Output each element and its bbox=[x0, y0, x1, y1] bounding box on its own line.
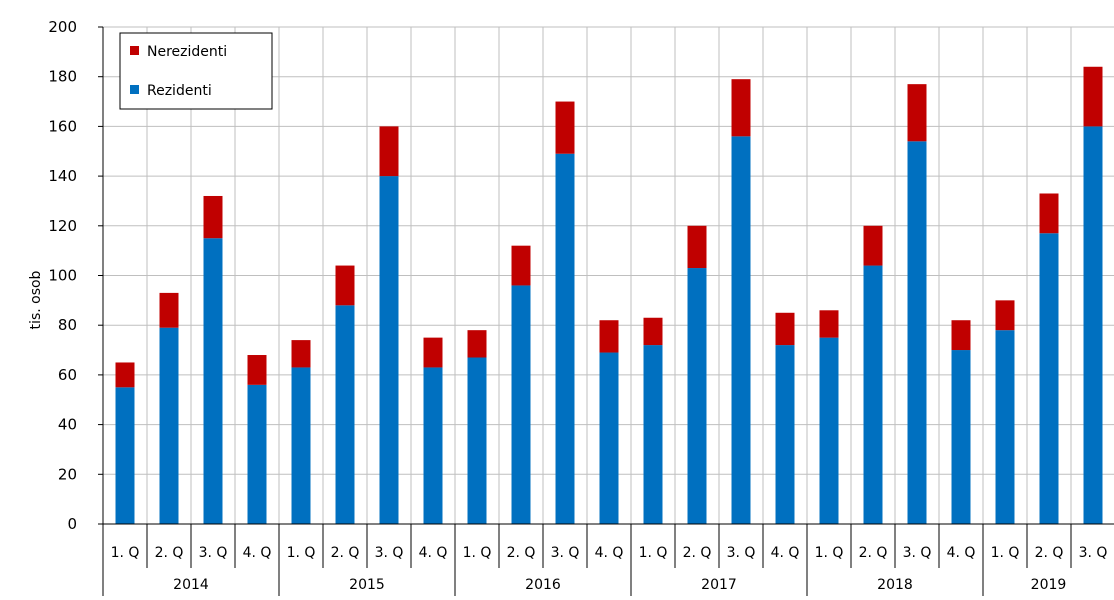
bar-nerezidenti bbox=[423, 337, 443, 368]
y-tick-label: 60 bbox=[58, 366, 77, 384]
bar-nerezidenti bbox=[555, 101, 575, 154]
bar-rezidenti bbox=[379, 176, 399, 524]
bar-nerezidenti bbox=[731, 79, 751, 137]
bar-nerezidenti bbox=[511, 245, 531, 286]
bar-rezidenti bbox=[731, 136, 751, 524]
x-tick-label-year: 2015 bbox=[349, 577, 385, 593]
legend-label-nerezidenti: Nerezidenti bbox=[147, 44, 227, 60]
x-tick-label-quarter: 1. Q bbox=[815, 545, 844, 561]
bar-rezidenti bbox=[511, 285, 531, 524]
y-tick-label: 180 bbox=[48, 68, 77, 86]
x-tick-label-quarter: 2. Q bbox=[683, 545, 712, 561]
bar-rezidenti bbox=[599, 352, 619, 524]
bar-nerezidenti bbox=[775, 312, 795, 346]
y-tick-label: 0 bbox=[67, 515, 77, 533]
legend-swatch-nerezidenti bbox=[130, 46, 139, 55]
bar-nerezidenti bbox=[247, 355, 267, 385]
x-tick-label-quarter: 3. Q bbox=[375, 545, 404, 561]
bar-nerezidenti bbox=[467, 330, 487, 358]
bar-rezidenti bbox=[995, 330, 1015, 524]
bar-nerezidenti bbox=[907, 84, 927, 142]
bar-rezidenti bbox=[555, 153, 575, 525]
bar-nerezidenti bbox=[291, 340, 311, 368]
bar-rezidenti bbox=[687, 268, 707, 524]
bar-nerezidenti bbox=[159, 292, 179, 328]
y-tick-label: 200 bbox=[48, 18, 77, 36]
x-tick-label-quarter: 1. Q bbox=[639, 545, 668, 561]
x-tick-label-quarter: 4. Q bbox=[947, 545, 976, 561]
bar-rezidenti bbox=[335, 305, 355, 524]
x-tick-label-quarter: 2. Q bbox=[331, 545, 360, 561]
bar-rezidenti bbox=[1083, 126, 1103, 525]
x-tick-label-year: 2017 bbox=[701, 577, 737, 593]
bar-nerezidenti bbox=[819, 310, 839, 338]
bar-rezidenti bbox=[247, 384, 267, 524]
bar-nerezidenti bbox=[643, 317, 663, 346]
bar-rezidenti bbox=[423, 367, 443, 524]
x-tick-label-year: 2014 bbox=[173, 577, 209, 593]
bar-rezidenti bbox=[115, 387, 135, 524]
x-tick-label-quarter: 2. Q bbox=[1035, 545, 1064, 561]
y-tick-label: 140 bbox=[48, 167, 77, 185]
bar-rezidenti bbox=[291, 367, 311, 524]
bar-nerezidenti bbox=[203, 195, 223, 239]
bar-nerezidenti bbox=[1083, 66, 1103, 127]
bar-rezidenti bbox=[951, 350, 971, 524]
bar-rezidenti bbox=[643, 345, 663, 524]
x-tick-label-quarter: 4. Q bbox=[771, 545, 800, 561]
y-tick-labels: 0 20 40 60 80 100 120 140 160 180 200 bbox=[48, 18, 77, 533]
x-tick-label-quarter: 4. Q bbox=[419, 545, 448, 561]
bar-nerezidenti bbox=[1039, 193, 1059, 234]
legend-box bbox=[119, 32, 273, 110]
bar-rezidenti bbox=[863, 265, 883, 524]
x-tick-label-quarter: 4. Q bbox=[595, 545, 624, 561]
bar-nerezidenti bbox=[687, 225, 707, 269]
bar-nerezidenti bbox=[335, 265, 355, 306]
bar-rezidenti bbox=[467, 357, 487, 524]
x-tick-label-quarter: 1. Q bbox=[111, 545, 140, 561]
bar-rezidenti bbox=[775, 345, 795, 524]
axes bbox=[98, 26, 1114, 596]
x-tick-label-year: 2016 bbox=[525, 577, 561, 593]
x-tick-label-quarter: 3. Q bbox=[727, 545, 756, 561]
x-tick-label-quarter: 3. Q bbox=[1079, 545, 1108, 561]
y-tick-label: 80 bbox=[58, 316, 77, 334]
x-tick-label-quarter: 3. Q bbox=[551, 545, 580, 561]
bar-nerezidenti bbox=[379, 126, 399, 177]
x-tick-label-quarter: 1. Q bbox=[287, 545, 316, 561]
x-tick-label-quarter: 3. Q bbox=[199, 545, 228, 561]
bar-rezidenti bbox=[819, 337, 839, 524]
bar-rezidenti bbox=[203, 238, 223, 524]
x-tick-label-quarter: 2. Q bbox=[507, 545, 536, 561]
legend-swatch-rezidenti bbox=[130, 85, 139, 94]
bar-nerezidenti bbox=[599, 320, 619, 353]
y-tick-label: 160 bbox=[48, 117, 77, 135]
bar-rezidenti bbox=[907, 141, 927, 524]
x-tick-label-quarter: 2. Q bbox=[155, 545, 184, 561]
x-tick-label-year: 2019 bbox=[1031, 577, 1067, 593]
bar-nerezidenti bbox=[995, 300, 1015, 331]
bar-rezidenti bbox=[159, 327, 179, 524]
x-tick-label-quarter: 3. Q bbox=[903, 545, 932, 561]
bar-nerezidenti bbox=[863, 225, 883, 266]
bar-nerezidenti bbox=[951, 320, 971, 351]
y-tick-label: 120 bbox=[48, 217, 77, 235]
x-tick-labels: 1. Q 2. Q 3. Q 4. Q 1. Q 2. Q 3. Q 4. Q 1. Q 2. Q… bbox=[111, 545, 1108, 593]
x-tick-label-quarter: 1. Q bbox=[463, 545, 492, 561]
x-tick-label-quarter: 4. Q bbox=[243, 545, 272, 561]
x-tick-label-quarter: 2. Q bbox=[859, 545, 888, 561]
bars bbox=[115, 66, 1103, 525]
y-tick-label: 20 bbox=[58, 465, 77, 483]
y-tick-label: 100 bbox=[48, 267, 77, 285]
bar-nerezidenti bbox=[115, 362, 135, 388]
legend: Nerezidenti Rezidenti bbox=[119, 32, 273, 110]
x-tick-label-quarter: 1. Q bbox=[991, 545, 1020, 561]
bar-rezidenti bbox=[1039, 233, 1059, 524]
y-axis-title: tis. osob bbox=[28, 270, 44, 329]
y-tick-label: 40 bbox=[58, 416, 77, 434]
x-tick-label-year: 2018 bbox=[877, 577, 913, 593]
legend-label-rezidenti: Rezidenti bbox=[147, 83, 212, 99]
